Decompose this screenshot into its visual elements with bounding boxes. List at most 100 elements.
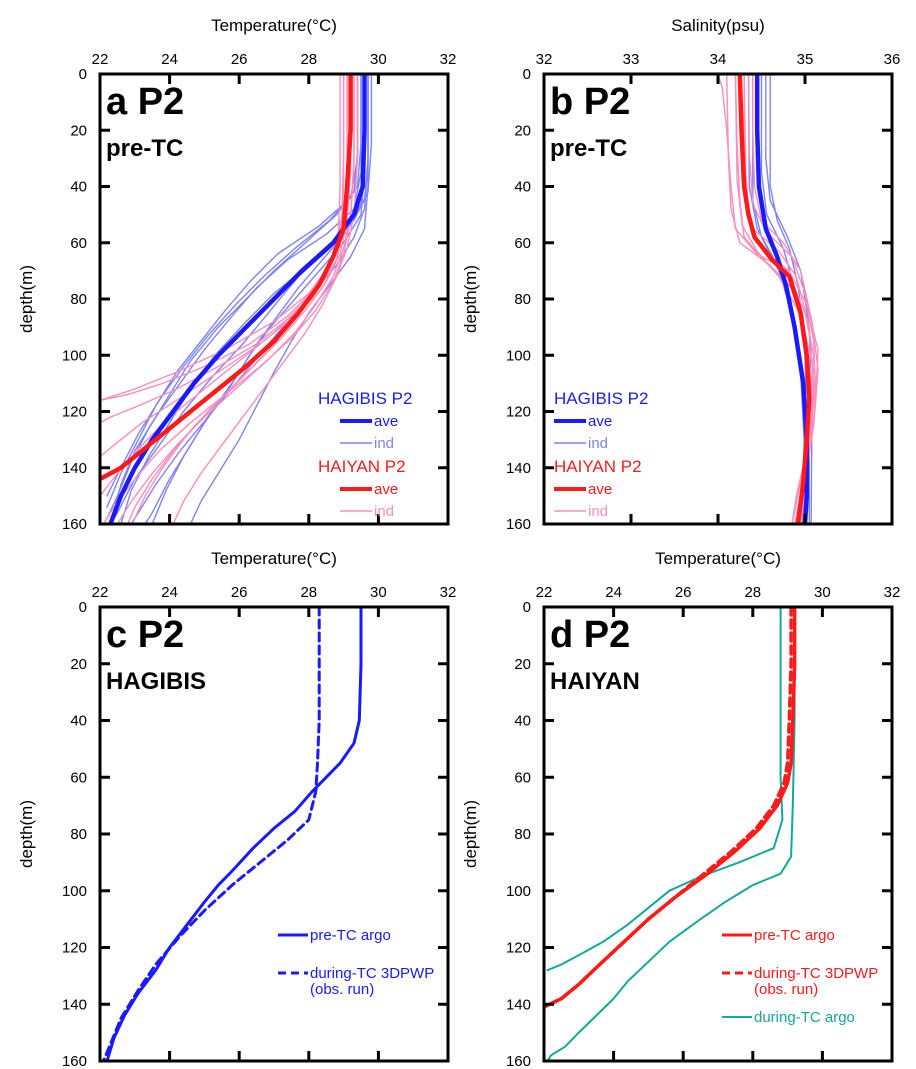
y-tick-label: 80 xyxy=(70,826,87,843)
legend-item-label: during-TC 3DPWP xyxy=(310,965,434,982)
legend-item-label: ind xyxy=(374,435,394,452)
series-line-during-tc-3dpwp-obs-run--1 xyxy=(102,607,321,1061)
x-tick-label: 24 xyxy=(161,584,178,601)
series-line-haiyan-p2-ind-18 xyxy=(100,74,345,401)
x-tick-label: 24 xyxy=(605,584,622,601)
panel-b: 32 33 34 35 36 0 20 40 60 80 100 120 140 160 Salinity(… xyxy=(461,16,900,533)
x-tick-label: 30 xyxy=(814,584,831,601)
series-line-haiyan-p2-ind-14 xyxy=(747,74,817,524)
x-tick-label: 30 xyxy=(370,584,387,601)
legend-header: HAIYAN P2 xyxy=(554,457,642,476)
x-tick-label: 28 xyxy=(744,584,761,601)
y-tick-label: 120 xyxy=(62,940,87,957)
x-tick-label: 32 xyxy=(536,51,553,68)
y-tick-label: 100 xyxy=(506,347,531,364)
legend: pre-TC argo during-TC 3DPWP(obs. run) xyxy=(278,927,434,998)
y-axis-title: depth(m) xyxy=(17,265,36,333)
panel-a: 22 24 26 28 30 32 0 20 40 60 80 100 120 140 160 Tempera… xyxy=(17,16,456,533)
series-line-hagibis-p2-ind-5 xyxy=(106,74,359,508)
series-line-hagibis-p2-ind-4 xyxy=(760,74,809,524)
series-line-hagibis-p2-ind-10 xyxy=(130,74,369,524)
x-axis-title: Temperature(°C) xyxy=(211,549,337,568)
series-group xyxy=(100,74,373,524)
series-group xyxy=(717,74,819,524)
x-axis-title: Temperature(°C) xyxy=(655,549,781,568)
y-tick-label: 100 xyxy=(62,347,87,364)
legend-item-label: ind xyxy=(588,435,608,452)
series-line-during-tc-3dpwp-obs-run--3 xyxy=(544,607,793,1009)
y-tick-label: 20 xyxy=(514,122,531,139)
y-tick-label: 160 xyxy=(506,516,531,533)
panel-label: d P2 xyxy=(550,614,630,656)
panel-sublabel: pre-TC xyxy=(106,135,183,162)
x-tick-label: 26 xyxy=(231,584,248,601)
x-tick-label: 28 xyxy=(300,51,317,68)
panel-label: a P2 xyxy=(106,81,184,123)
panel-sublabel: pre-TC xyxy=(550,135,627,162)
y-tick-label: 0 xyxy=(523,599,531,616)
legend-header: HAGIBIS P2 xyxy=(554,389,648,408)
y-tick-label: 80 xyxy=(514,291,531,308)
x-tick-label: 26 xyxy=(231,51,248,68)
x-tick-label: 24 xyxy=(161,51,178,68)
y-tick-label: 0 xyxy=(79,599,87,616)
y-tick-label: 140 xyxy=(62,460,87,477)
legend-item-label: pre-TC argo xyxy=(754,927,835,944)
legend-item-label: ave xyxy=(588,481,612,498)
series-line-haiyan-p2-ind-13 xyxy=(734,74,813,524)
y-axis-title: depth(m) xyxy=(461,265,480,333)
legend-item-label: during-TC 3DPWP xyxy=(754,965,878,982)
x-tick-label: 30 xyxy=(370,51,387,68)
legend-item-label: ind xyxy=(588,503,608,520)
legend: HAGIBIS P2 ave ind HAIYAN P2 ave ind xyxy=(318,389,412,520)
y-tick-label: 100 xyxy=(506,883,531,900)
series-line-hagibis-p2-ave-0 xyxy=(108,74,367,524)
y-tick-label: 100 xyxy=(62,883,87,900)
legend-item-label: pre-TC argo xyxy=(310,927,391,944)
series-line-haiyan-p2-ave-1 xyxy=(737,74,812,524)
y-tick-label: 40 xyxy=(70,179,87,196)
y-tick-label: 40 xyxy=(514,713,531,730)
series-line-hagibis-p2-ind-9 xyxy=(144,74,366,524)
legend-item-label: ave xyxy=(374,413,398,430)
y-axis-title: depth(m) xyxy=(461,800,480,868)
x-tick-label: 28 xyxy=(300,584,317,601)
y-tick-label: 60 xyxy=(70,769,87,786)
y-tick-label: 140 xyxy=(62,996,87,1013)
x-tick-label: 36 xyxy=(884,51,901,68)
x-tick-label: 22 xyxy=(536,584,553,601)
panel-d: 22 24 26 28 30 32 0 20 40 60 80 100 120 140 160 Tempera… xyxy=(461,549,900,1069)
legend: HAGIBIS P2 ave ind HAIYAN P2 ave ind xyxy=(554,389,648,520)
y-tick-label: 60 xyxy=(514,769,531,786)
series-line-during-tc-argo-a--0 xyxy=(546,607,784,972)
x-tick-label: 22 xyxy=(92,51,109,68)
x-tick-label: 34 xyxy=(710,51,727,68)
series-line-hagibis-p2-ind-7 xyxy=(189,74,369,524)
y-tick-label: 20 xyxy=(70,122,87,139)
x-axis-title: Salinity(psu) xyxy=(671,16,765,35)
y-tick-label: 120 xyxy=(506,940,531,957)
panel-c: 22 24 26 28 30 32 0 20 40 60 80 100 120 140 160 Tempera… xyxy=(17,549,456,1069)
x-tick-label: 32 xyxy=(440,584,457,601)
y-tick-label: 120 xyxy=(506,404,531,421)
x-tick-label: 22 xyxy=(92,584,109,601)
y-tick-label: 160 xyxy=(62,516,87,533)
legend-item-label: during-TC argo xyxy=(754,1009,855,1026)
y-tick-label: 60 xyxy=(70,235,87,252)
panel-sublabel: HAGIBIS xyxy=(106,668,206,695)
panel-sublabel: HAIYAN xyxy=(550,668,640,695)
series-line-haiyan-p2-ave-1 xyxy=(100,74,353,482)
y-tick-label: 120 xyxy=(62,404,87,421)
x-tick-label: 35 xyxy=(797,51,814,68)
series-line-pre-tc-argo-2 xyxy=(544,607,797,1009)
panel-label: c P2 xyxy=(106,614,184,656)
series-line-during-tc-argo-b--1 xyxy=(546,607,796,1061)
legend-item-label: ave xyxy=(588,413,612,430)
legend-header: HAGIBIS P2 xyxy=(318,389,412,408)
y-axis-title: depth(m) xyxy=(17,800,36,868)
y-tick-label: 160 xyxy=(506,1053,531,1069)
y-tick-label: 20 xyxy=(514,656,531,673)
panel-label: b P2 xyxy=(550,81,630,123)
series-line-haiyan-p2-ind-17 xyxy=(172,74,359,524)
